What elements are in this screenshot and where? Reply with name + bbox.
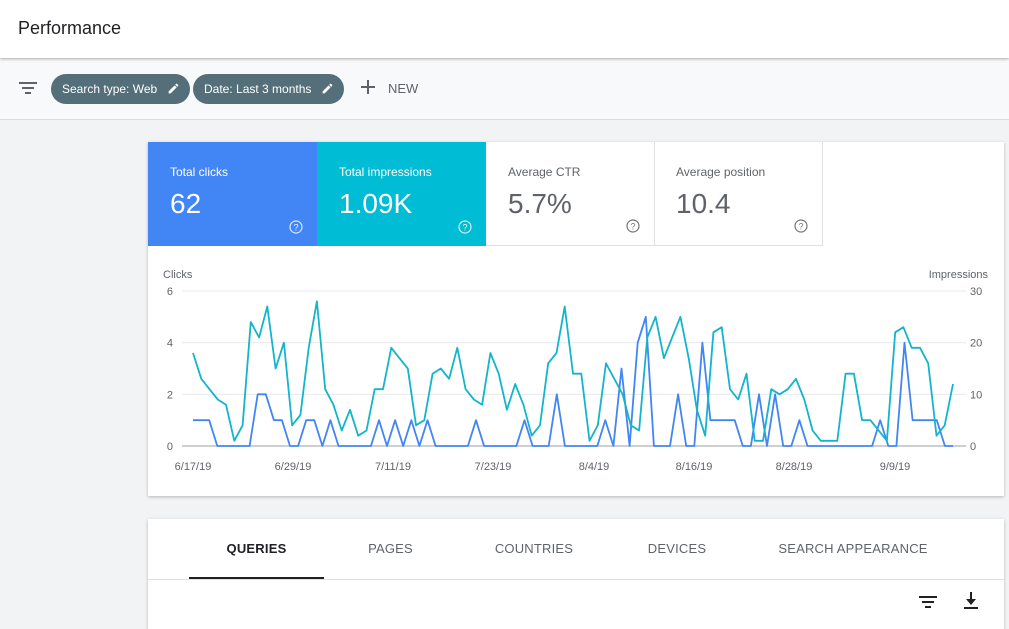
metric-label: Average CTR	[508, 165, 581, 179]
plus-icon	[361, 80, 375, 94]
metric-total-clicks[interactable]: Total clicks 62 ?	[148, 142, 317, 246]
new-filter-label: NEW	[388, 81, 419, 96]
tab-search-appearance[interactable]: SEARCH APPEARANCE	[778, 541, 928, 556]
x-tick-label: 7/23/19	[475, 461, 512, 473]
tab-queries[interactable]: QUERIES	[226, 541, 287, 556]
series-line-impressions	[192, 300, 954, 442]
help-circle-icon[interactable]: ?	[794, 219, 808, 233]
tab-devices[interactable]: DEVICES	[647, 541, 707, 556]
left-axis-label: Clicks	[163, 269, 193, 281]
metric-label: Average position	[676, 165, 766, 179]
metric-label: Total impressions	[339, 165, 432, 179]
tabs-divider	[148, 579, 1004, 580]
performance-chart[interactable]: Clicks Impressions 0 2 4 6 0 10 20 30 6/17/19 6/…	[148, 246, 1004, 496]
x-tick-label: 7/11/19	[375, 461, 411, 473]
tab-pages[interactable]: PAGES	[368, 541, 413, 556]
left-tick-label: 4	[167, 338, 173, 350]
x-tick-label: 8/28/19	[776, 461, 813, 473]
date-range-chip-label: Date: Last 3 months	[204, 82, 312, 96]
active-tab-indicator	[189, 577, 324, 579]
page-title: Performance	[18, 18, 122, 38]
x-tick-label: 6/29/19	[275, 461, 312, 473]
date-range-chip[interactable]: Date: Last 3 months	[193, 74, 344, 104]
right-tick-label: 10	[970, 389, 982, 401]
help-circle-icon[interactable]: ?	[458, 220, 472, 234]
filter-icon[interactable]	[919, 595, 937, 609]
left-tick-label: 0	[167, 441, 173, 453]
svg-text:?: ?	[798, 222, 803, 232]
metric-value: 5.7%	[508, 188, 572, 219]
app-header: Performance	[0, 0, 1009, 58]
x-tick-label: 8/16/19	[676, 461, 713, 473]
table-card: QUERIES PAGES COUNTRIES DEVICES SEARCH A…	[148, 519, 1004, 629]
metric-value: 1.09K	[339, 188, 413, 219]
help-circle-icon[interactable]: ?	[626, 219, 640, 233]
performance-card: Total clicks 62 ? Total impressions 1.09…	[148, 142, 1004, 496]
tab-countries[interactable]: COUNTRIES	[494, 541, 574, 556]
right-axis-label: Impressions	[929, 269, 989, 281]
pencil-icon[interactable]	[321, 82, 334, 95]
metric-value: 62	[170, 188, 202, 219]
svg-text:?: ?	[630, 222, 635, 232]
left-tick-label: 6	[167, 286, 173, 298]
x-tick-label: 9/9/19	[880, 461, 911, 473]
filter-icon[interactable]	[19, 81, 37, 95]
svg-text:?: ?	[293, 223, 298, 233]
x-tick-label: 6/17/19	[175, 461, 212, 473]
metric-average-position[interactable]: Average position 10.4 ?	[654, 142, 823, 246]
right-tick-label: 0	[970, 441, 976, 453]
metric-average-ctr[interactable]: Average CTR 5.7% ?	[486, 142, 655, 246]
help-circle-icon[interactable]: ?	[289, 220, 303, 234]
metric-label: Total clicks	[170, 165, 229, 179]
series-line-clicks	[193, 315, 953, 447]
filter-bar: Search type: Web Date: Last 3 months NEW	[0, 59, 1009, 120]
right-tick-label: 30	[970, 286, 982, 298]
pencil-icon[interactable]	[167, 82, 180, 95]
search-type-chip[interactable]: Search type: Web	[51, 74, 190, 104]
left-tick-label: 2	[167, 389, 173, 401]
right-tick-label: 20	[970, 338, 982, 350]
x-tick-label: 8/4/19	[579, 461, 610, 473]
svg-text:?: ?	[462, 223, 467, 233]
metric-value: 10.4	[676, 188, 731, 219]
metric-total-impressions[interactable]: Total impressions 1.09K ?	[317, 142, 486, 246]
search-type-chip-label: Search type: Web	[62, 82, 158, 96]
download-icon[interactable]	[963, 591, 979, 611]
